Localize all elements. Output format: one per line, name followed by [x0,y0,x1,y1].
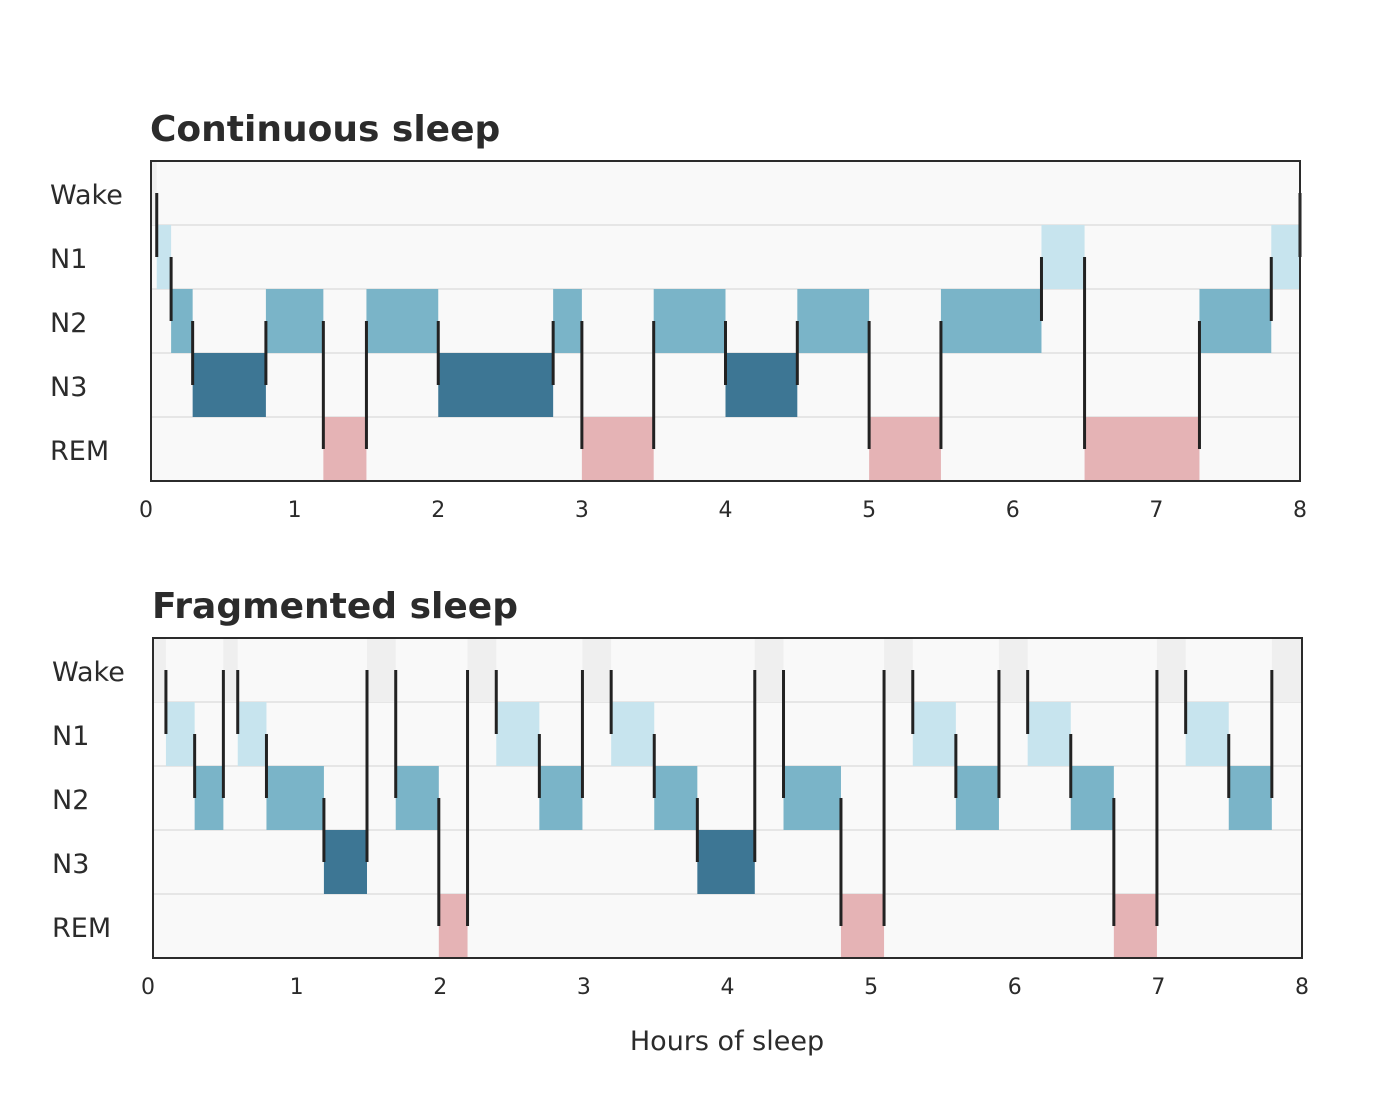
x-tick-label: 6 [1006,498,1020,523]
epoch-rem [1084,417,1200,481]
x-tick-label: 5 [862,498,876,523]
epoch-wake [223,638,238,702]
epoch-n1 [611,702,655,766]
epoch-n1 [1041,225,1085,289]
epoch-n2 [553,289,582,353]
epoch-n2 [266,766,324,830]
x-tick-label: 4 [721,975,735,1000]
epoch-n1 [237,702,267,766]
stage-label-n2: N2 [52,785,89,816]
x-tick-label: 3 [577,975,591,1000]
epoch-n2 [265,289,324,353]
epoch-wake [367,638,396,702]
epoch-rem [1113,894,1157,958]
epoch-wake [153,638,166,702]
stage-label-wake: Wake [52,657,125,688]
epoch-n2 [1070,766,1114,830]
epoch-wake [467,638,497,702]
stage-label-wake: Wake [50,180,123,211]
stage-label-rem: REM [50,436,109,467]
epoch-n2 [783,766,841,830]
x-axis-title: Hours of sleep [630,1026,824,1057]
epoch-n2 [654,766,698,830]
epoch-wake [151,161,157,225]
stage-label-rem: REM [52,913,111,944]
epoch-rem [869,417,941,481]
epoch-n3 [323,830,368,894]
epoch-wake [884,638,913,702]
epoch-n3 [438,353,554,417]
epoch-n3 [192,353,266,417]
x-tick-label: 7 [1149,498,1163,523]
stage-label-n1: N1 [50,244,87,275]
plot-frame [152,637,1303,959]
x-tick-label: 1 [290,975,304,1000]
epoch-n2 [1199,289,1272,353]
epoch-n2 [539,766,583,830]
epoch-n2 [940,289,1042,353]
epoch-n2 [1228,766,1272,830]
epoch-n2 [366,289,439,353]
x-tick-label: 4 [719,498,733,523]
x-tick-label: 0 [141,975,155,1000]
stage-label-n2: N2 [50,308,87,339]
epoch-n1 [1027,702,1071,766]
x-tick-label: 0 [139,498,153,523]
epoch-wake [1271,638,1302,702]
epoch-wake [582,638,612,702]
epoch-rem [438,894,468,958]
stage-label-n1: N1 [52,721,89,752]
x-tick-label: 3 [575,498,589,523]
x-tick-label: 8 [1295,975,1309,1000]
x-tick-label: 2 [431,498,445,523]
epoch-wake [754,638,784,702]
epoch-n1 [1271,225,1300,289]
fragmented-sleep-panel: Fragmented sleep Wake N1 N2 N3 REM 0 1 2 3 4 5 6 7 8 [52,586,1309,1000]
epoch-rem [581,417,654,481]
x-tick-label: 6 [1008,975,1022,1000]
epoch-n3 [725,353,798,417]
epoch-n1 [912,702,956,766]
epoch-n1 [496,702,540,766]
x-tick-label: 1 [288,498,302,523]
epoch-wake [1156,638,1186,702]
epoch-n1 [156,225,172,289]
x-tick-label: 5 [864,975,878,1000]
epoch-n2 [797,289,870,353]
stage-label-n3: N3 [52,849,89,880]
stage-label-n3: N3 [50,372,87,403]
epoch-wake [998,638,1028,702]
epoch-n1 [165,702,195,766]
plot-frame [150,160,1301,482]
epoch-n2 [653,289,726,353]
continuous-sleep-panel: Continuous sleep Wake N1 N2 N3 REM 0 1 2 3 4 5 6 7 8 [50,109,1307,523]
x-tick-label: 2 [433,975,447,1000]
epoch-n3 [697,830,755,894]
epoch-rem [323,417,367,481]
epoch-rem [840,894,885,958]
continuous-sleep-title: Continuous sleep [150,109,500,150]
epoch-n2 [395,766,439,830]
x-tick-label: 8 [1293,498,1307,523]
fragmented-sleep-title: Fragmented sleep [152,586,518,627]
epoch-n2 [955,766,999,830]
epoch-n1 [1185,702,1229,766]
x-tick-label: 7 [1151,975,1165,1000]
epoch-n2 [194,766,224,830]
epoch-n2 [171,289,193,353]
